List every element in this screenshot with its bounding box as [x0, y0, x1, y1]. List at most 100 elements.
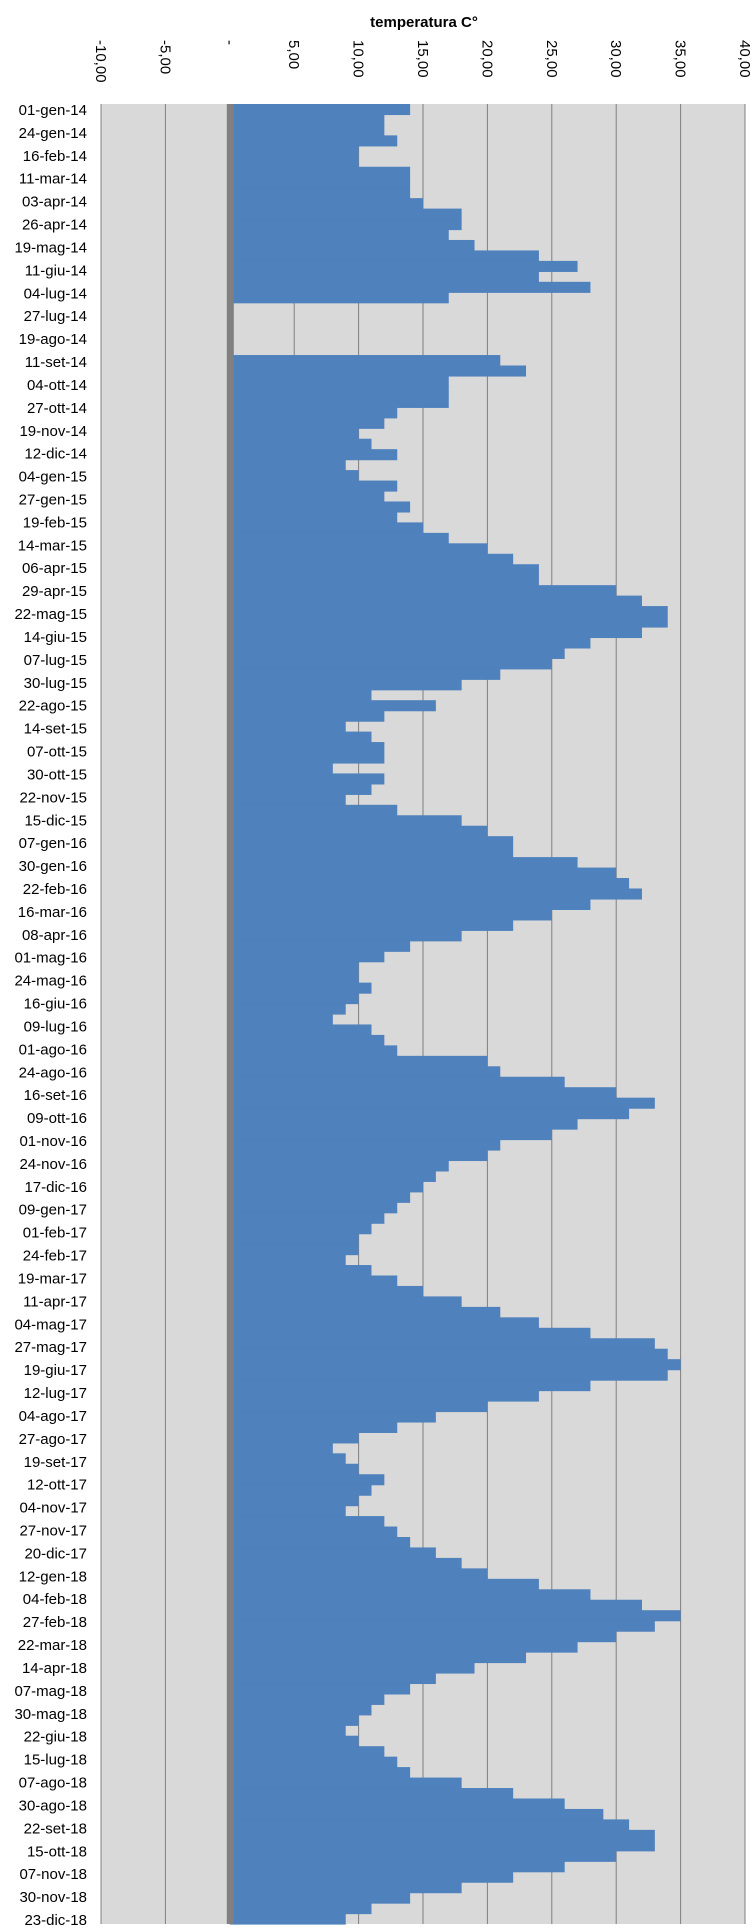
temperature-bar	[229, 1746, 385, 1758]
temperature-bar	[229, 1892, 411, 1904]
y-tick-label: 12-lug-17	[24, 1385, 87, 1402]
temperature-bar	[229, 1662, 475, 1674]
x-tick-label: 10,00	[350, 40, 367, 78]
temperature-bar	[229, 721, 346, 733]
temperature-bar	[229, 449, 398, 461]
temperature-bar	[229, 438, 372, 450]
y-tick-label: 22-set-18	[24, 1820, 87, 1837]
temperature-bar	[229, 1317, 539, 1329]
temperature-bar	[229, 1055, 488, 1067]
temperature-bar	[229, 1505, 346, 1517]
y-tick-label: 27-feb-18	[23, 1614, 87, 1631]
temperature-bar	[229, 145, 359, 157]
temperature-bar	[229, 626, 642, 639]
temperature-bar	[229, 1557, 462, 1569]
y-tick-label: 09-lug-16	[24, 1018, 87, 1035]
temperature-bar	[229, 815, 462, 827]
temperature-bar	[229, 1871, 514, 1883]
temperature-bar	[229, 1882, 462, 1894]
y-tick-label: 04-mag-17	[14, 1316, 87, 1333]
y-tick-label: 30-nov-18	[19, 1889, 87, 1906]
temperature-bar	[229, 972, 359, 984]
temperature-bar	[229, 292, 449, 304]
y-tick-label: 24-feb-17	[23, 1248, 87, 1265]
y-tick-label: 11-apr-17	[23, 1293, 87, 1310]
y-axis-ticks: 01-gen-14 24-gen-14 16-feb-14 11-mar-14 03-a…	[14, 102, 87, 1928]
temperature-bar	[229, 250, 539, 262]
temperature-bar	[229, 1254, 346, 1266]
y-tick-label: 27-ott-14	[27, 400, 87, 417]
temperature-bar	[229, 543, 488, 555]
temperature-bar	[229, 742, 385, 754]
temperature-bar	[229, 1631, 617, 1643]
temperature-bar	[229, 898, 591, 911]
temperature-bar	[229, 407, 398, 419]
y-tick-label: 11-set-14	[25, 354, 87, 371]
temperature-bar	[229, 1202, 398, 1214]
bars-group	[229, 104, 681, 1925]
x-tick-label: 15,00	[414, 40, 431, 78]
temperature-bar	[229, 229, 449, 241]
y-tick-label: 30-mag-18	[14, 1706, 87, 1723]
temperature-bar	[229, 1578, 539, 1590]
temperature-bar	[229, 124, 385, 136]
y-tick-label: 04-ago-17	[19, 1408, 87, 1425]
temperature-bar	[229, 919, 514, 931]
temperature-bar	[229, 888, 642, 900]
temperature-bar	[229, 1516, 385, 1528]
temperature-bar	[229, 135, 398, 147]
x-tick-label: 35,00	[672, 40, 689, 78]
y-tick-label: 27-ago-17	[19, 1431, 87, 1448]
y-tick-label: 11-mar-14	[19, 171, 87, 188]
temperature-bar	[229, 1861, 565, 1873]
y-tick-label: 19-nov-14	[19, 423, 87, 440]
x-axis-ticks: -10,00 -5,00-5,00 10,00 15,00 20,00 25,00 30,0…	[92, 40, 753, 83]
temperature-bar	[229, 1610, 681, 1622]
temperature-bar	[229, 1756, 398, 1768]
temperature-bar	[229, 1599, 642, 1611]
y-tick-label: 20-dic-17	[24, 1545, 87, 1562]
temperature-bar	[229, 365, 527, 377]
temperature-bar	[229, 825, 488, 837]
temperature-bar	[229, 271, 539, 283]
y-tick-label: 19-mar-17	[18, 1270, 87, 1287]
temperature-bar	[229, 511, 398, 523]
y-tick-label: 15-dic-15	[24, 812, 87, 829]
temperature-bar	[229, 1233, 359, 1245]
temperature-bar	[229, 1788, 514, 1800]
y-tick-label: 15-lug-18	[24, 1752, 87, 1769]
temperature-bar	[229, 762, 333, 775]
temperature-bar	[229, 1547, 436, 1559]
zero-axis-line	[226, 104, 234, 1924]
temperature-bar	[229, 281, 591, 293]
y-tick-label: 19-feb-15	[23, 514, 87, 531]
temperature-bar	[229, 260, 578, 272]
y-tick-label: 03-apr-14	[22, 194, 87, 211]
temperature-bar	[229, 156, 359, 168]
temperature-bar	[229, 532, 449, 544]
temperature-bar	[229, 1526, 398, 1538]
temperature-bar	[229, 1767, 411, 1779]
temperature-bar	[229, 647, 565, 659]
y-tick-label: 04-ott-14	[27, 377, 87, 394]
temperature-bar	[229, 1369, 668, 1381]
y-tick-label: 27-mag-17	[14, 1339, 87, 1356]
x-tick-label: 30,00	[607, 40, 624, 78]
y-tick-label: 12-dic-14	[24, 446, 87, 463]
temperature-bar	[229, 752, 385, 764]
temperature-bar	[229, 1913, 346, 1925]
temperature-bar	[229, 1442, 333, 1454]
temperature-bar	[229, 1045, 398, 1057]
y-tick-label: 30-lug-15	[24, 675, 87, 692]
temperature-bar	[229, 1087, 617, 1099]
temperature-bar	[229, 668, 501, 680]
temperature-bar	[229, 1411, 436, 1423]
temperature-bar	[229, 1275, 398, 1287]
temperature-bar	[229, 1191, 411, 1203]
temperature-bar	[229, 689, 372, 701]
temperature-bar	[229, 1589, 591, 1601]
temperature-bar	[229, 459, 346, 471]
temperature-bar	[229, 1484, 372, 1496]
y-tick-label: 11-giu-14	[25, 262, 87, 279]
